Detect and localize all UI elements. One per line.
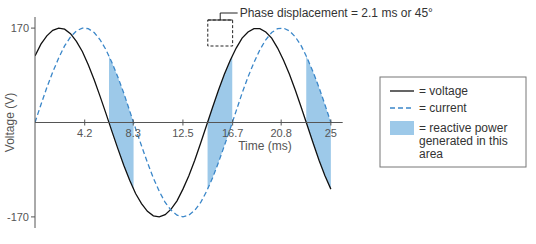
- annotation: Phase displacement = 2.1 ms or 45°: [240, 6, 433, 20]
- y-tick: [31, 28, 35, 29]
- legend-label: = voltage: [419, 84, 468, 98]
- y-tick-label: -170: [7, 211, 29, 223]
- x-axis: [35, 122, 343, 123]
- x-tick-label: 20.8: [270, 127, 291, 139]
- leader-line: [220, 13, 221, 20]
- phase-bracket: [208, 20, 233, 46]
- x-tick: [281, 120, 282, 126]
- leader-line: [220, 13, 237, 14]
- y-tick: [31, 216, 35, 217]
- x-tick: [182, 120, 183, 126]
- x-tick-label: 16.7: [222, 127, 243, 139]
- legend-label-line: generated in this: [419, 134, 508, 148]
- x-axis-label: Time (ms): [238, 139, 292, 153]
- chart: 4.2 8.3 12.5 16.7 20.8 25 -170 170 Time (ms) Volt…: [0, 0, 536, 244]
- legend-label: = current: [419, 101, 467, 115]
- x-tick-label: 25: [325, 127, 337, 139]
- legend-box: [380, 77, 526, 167]
- legend-line: [390, 107, 414, 108]
- y-axis-label: Voltage (V): [3, 93, 17, 152]
- y-tick-label: 170: [11, 22, 29, 34]
- x-tick: [330, 120, 331, 126]
- x-tick-label: 4.2: [77, 127, 92, 139]
- x-tick: [84, 120, 85, 126]
- x-tick-label: 12.5: [172, 127, 193, 139]
- legend-label-line: = reactive power: [419, 121, 507, 135]
- legend-swatch: [390, 121, 414, 135]
- legend-label: = reactive powergenerated in thisarea: [419, 121, 508, 161]
- legend-label-line: area: [419, 147, 443, 161]
- x-tick: [232, 120, 233, 126]
- x-tick: [133, 120, 134, 126]
- x-tick-label: 8.3: [126, 127, 141, 139]
- y-axis: [35, 17, 36, 228]
- legend-line: [390, 90, 414, 91]
